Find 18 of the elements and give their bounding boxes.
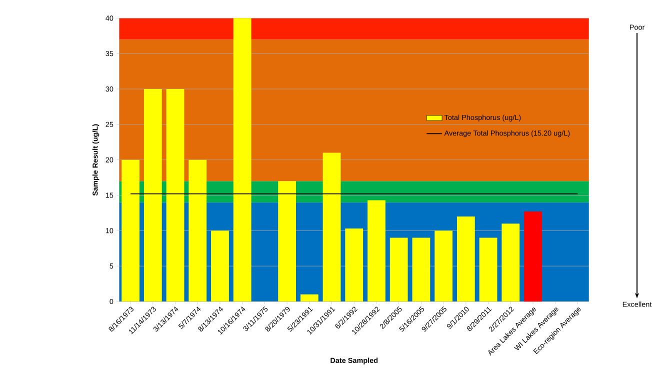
bar [322,152,341,302]
bar [300,294,318,302]
bar [456,216,475,302]
bar [390,238,408,302]
bar [479,238,498,302]
bar [345,228,364,302]
bar [434,230,452,302]
bar [211,230,229,302]
bar [166,89,184,302]
bar [188,160,207,302]
bar [502,224,520,302]
bar [233,18,252,302]
bar [368,200,386,302]
bar [412,238,430,302]
bar [122,160,140,302]
bar [144,89,162,302]
bar [278,181,296,302]
bar [524,212,542,302]
